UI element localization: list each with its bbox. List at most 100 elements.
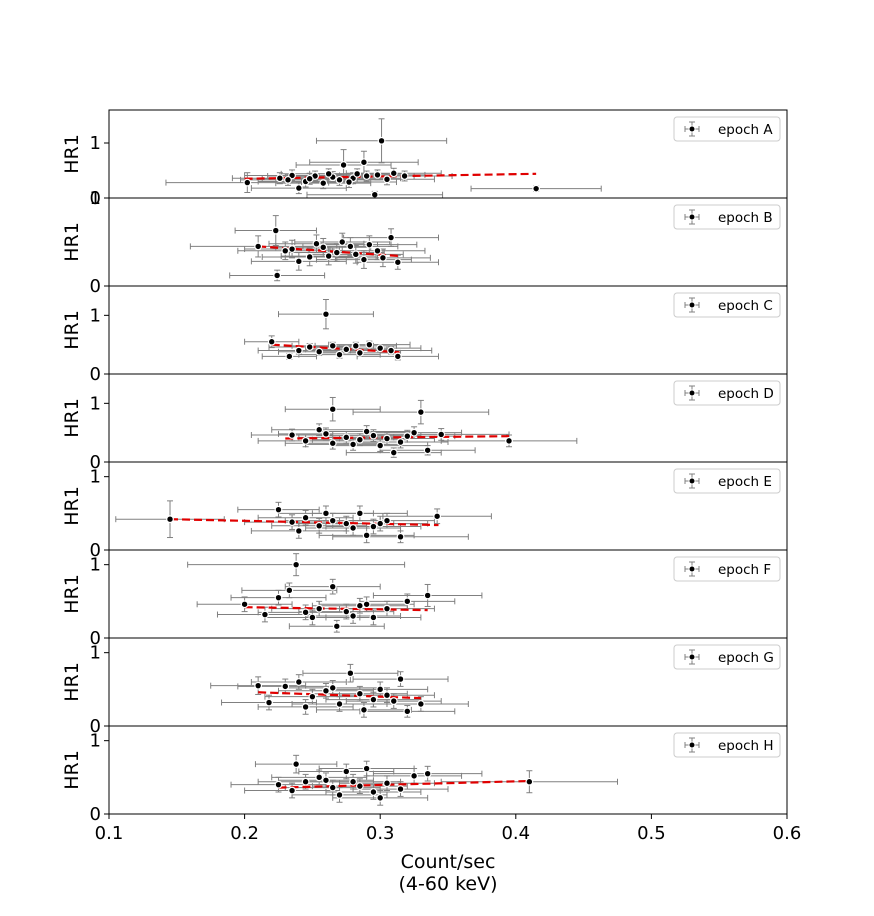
legend: epoch C bbox=[673, 292, 781, 318]
legend: epoch A bbox=[673, 116, 781, 142]
legend-box bbox=[673, 556, 781, 582]
legend-marker bbox=[688, 389, 696, 397]
data-point-4 bbox=[288, 245, 296, 253]
data-point-14 bbox=[416, 700, 425, 708]
data-point-7 bbox=[342, 345, 351, 354]
x-tick-label: 0.1 bbox=[95, 823, 124, 844]
legend-box bbox=[673, 380, 781, 406]
data-point-2 bbox=[273, 271, 282, 280]
data-point-11 bbox=[355, 601, 364, 610]
data-point-15 bbox=[322, 509, 330, 518]
data-point-19 bbox=[379, 253, 387, 262]
data-point-21 bbox=[362, 427, 371, 436]
legend-label: epoch H bbox=[718, 738, 774, 754]
y-tick-label: 0 bbox=[90, 628, 101, 649]
panel-5: 0 1 HR1 epoch E bbox=[61, 461, 788, 561]
data-point-17 bbox=[322, 429, 330, 438]
data-point-11 bbox=[355, 435, 364, 444]
y-axis-label: HR1 bbox=[61, 486, 83, 526]
legend-label: epoch C bbox=[718, 298, 773, 314]
data-point-11 bbox=[387, 233, 395, 242]
panel-plot-area bbox=[250, 396, 578, 458]
data-point-9 bbox=[355, 689, 364, 698]
data-point-14 bbox=[396, 785, 405, 793]
legend-marker bbox=[688, 213, 696, 221]
data-point-9 bbox=[365, 340, 374, 349]
x-tick-label: 0.5 bbox=[637, 823, 666, 844]
data-point-23 bbox=[305, 174, 314, 183]
y-axis-label: HR1 bbox=[61, 574, 83, 614]
x-tick-label: 0.2 bbox=[230, 823, 259, 844]
legend: epoch F bbox=[673, 556, 781, 582]
data-point-5 bbox=[360, 158, 368, 167]
data-point-9 bbox=[328, 439, 337, 448]
error-bar-1 bbox=[284, 396, 381, 422]
data-point-18 bbox=[294, 184, 303, 193]
panel-plot-area bbox=[230, 754, 618, 806]
data-point-11 bbox=[362, 764, 371, 773]
legend-marker bbox=[688, 653, 696, 661]
data-point-17 bbox=[335, 791, 344, 799]
data-point-3 bbox=[396, 532, 405, 541]
y-axis-label: HR1 bbox=[61, 134, 83, 174]
y-axis-label: HR1 bbox=[61, 398, 83, 438]
y-tick-label: 0 bbox=[90, 364, 101, 385]
y-tick-label: 1 bbox=[90, 731, 101, 752]
data-point-11 bbox=[387, 346, 395, 355]
data-point-5 bbox=[308, 692, 317, 701]
data-point-12 bbox=[393, 352, 402, 361]
data-point-2 bbox=[267, 337, 276, 346]
data-point-1 bbox=[254, 681, 263, 690]
data-point-13 bbox=[362, 531, 371, 540]
data-point-13 bbox=[403, 707, 412, 716]
data-point-9 bbox=[360, 255, 368, 264]
data-point-6 bbox=[301, 513, 310, 522]
data-point-2 bbox=[265, 698, 273, 707]
data-point-3 bbox=[505, 436, 513, 445]
panel-plot-area bbox=[187, 553, 483, 633]
data-point-11 bbox=[369, 522, 378, 531]
data-point-16 bbox=[376, 793, 385, 802]
legend-label: epoch B bbox=[718, 210, 773, 226]
data-point-6 bbox=[389, 448, 398, 457]
data-point-12 bbox=[383, 516, 391, 525]
data-point-4 bbox=[437, 430, 446, 439]
fit-line bbox=[285, 435, 510, 440]
data-point-2 bbox=[532, 184, 541, 193]
x-tick-label: 0.6 bbox=[773, 823, 802, 844]
data-point-20 bbox=[373, 170, 382, 179]
data-point-10 bbox=[369, 695, 378, 704]
data-point-16 bbox=[349, 524, 357, 532]
data-point-8 bbox=[315, 604, 324, 613]
data-point-1 bbox=[292, 760, 301, 769]
data-point-5 bbox=[288, 786, 296, 795]
panel-plot-area bbox=[244, 298, 440, 361]
legend: epoch E bbox=[673, 468, 781, 494]
data-point-8 bbox=[355, 348, 364, 357]
y-tick-label: 0 bbox=[90, 276, 101, 297]
panel-plot-area bbox=[189, 215, 440, 282]
y-tick-label: 1 bbox=[90, 643, 101, 664]
data-point-3 bbox=[254, 242, 263, 251]
data-point-15 bbox=[410, 428, 419, 437]
data-point-8 bbox=[328, 783, 337, 792]
y-tick-label: 0 bbox=[90, 452, 101, 473]
legend: epoch G bbox=[673, 644, 781, 670]
data-point-7 bbox=[332, 248, 341, 257]
data-point-1 bbox=[377, 136, 386, 145]
data-point-2 bbox=[416, 408, 425, 417]
data-point-4 bbox=[274, 505, 283, 514]
data-point-13 bbox=[383, 434, 391, 443]
data-point-25 bbox=[284, 175, 292, 184]
legend-marker bbox=[688, 565, 696, 573]
data-point-19 bbox=[376, 441, 385, 450]
legend-label: epoch D bbox=[718, 386, 774, 402]
y-tick-label: 1 bbox=[90, 305, 101, 326]
data-point-5 bbox=[274, 593, 283, 602]
data-point-5 bbox=[315, 347, 324, 356]
fit-line bbox=[258, 691, 421, 700]
data-point-20 bbox=[281, 246, 290, 255]
